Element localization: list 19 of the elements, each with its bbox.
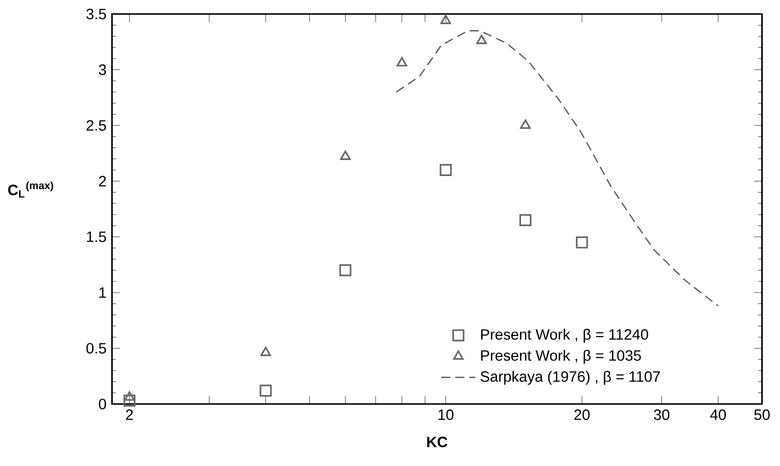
x-axis-title: KC <box>427 436 448 448</box>
x-tick-label: 30 <box>654 409 670 420</box>
x-tick-label: 50 <box>754 409 770 420</box>
y-tick-label: 3 <box>98 64 106 76</box>
x-tick-label: 20 <box>574 409 590 420</box>
legend-label: Present Work , β = 1035 <box>481 350 641 364</box>
y-tick-label: 2.5 <box>86 120 106 131</box>
y-tick-label: 0.5 <box>86 342 106 354</box>
y-tick-label: 2 <box>99 176 106 186</box>
x-tick-label: 40 <box>710 409 726 420</box>
legend-label: Sarpkaya (1976) , β = 1107 <box>480 370 660 385</box>
y-tick-label: 1.5 <box>86 232 106 242</box>
x-tick-label: 10 <box>438 409 454 420</box>
x-tick-label: 2 <box>126 409 133 420</box>
legend-label: Present Work , β = 11240 <box>481 328 648 343</box>
y-tick-label: 1 <box>99 287 106 298</box>
y-tick-label: 0 <box>98 398 106 410</box>
y-axis-title: C$_{L}$(max) <box>8 181 54 198</box>
y-tick-label: 3.5 <box>86 8 106 20</box>
